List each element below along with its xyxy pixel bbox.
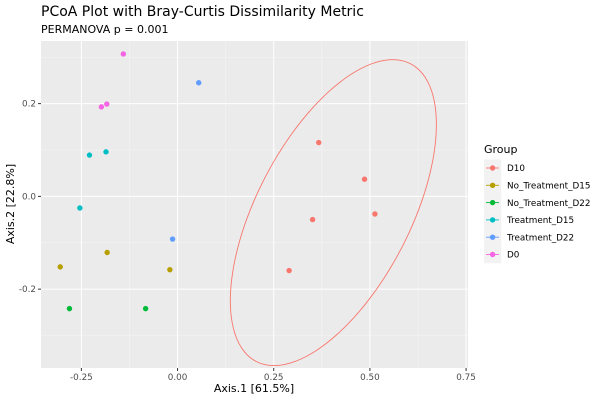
y-axis-label: Axis.2 [22.8%] xyxy=(4,164,17,244)
point-d0 xyxy=(104,101,110,107)
chart-subtitle: PERMANOVA p = 0.001 xyxy=(41,23,168,36)
grid-minor xyxy=(41,41,468,368)
y-tick-label: 0.0 xyxy=(22,192,36,202)
legend-point-d0 xyxy=(489,251,496,258)
point-d10 xyxy=(309,216,316,223)
legend-point-no-treatment-d15 xyxy=(489,182,496,188)
point-d10 xyxy=(361,176,368,182)
x-tick-label: 0.25 xyxy=(264,373,284,383)
point-d0 xyxy=(98,104,105,110)
plot-panel xyxy=(41,41,468,368)
points-layer xyxy=(57,51,378,312)
point-treatment-d15 xyxy=(86,152,93,158)
grid-major xyxy=(41,41,468,368)
x-tick-label: -0.25 xyxy=(70,373,93,383)
x-axis-ticks: -0.25 0.00 0.25 0.50 0.75 xyxy=(70,368,476,383)
legend-label-treatment-d15: Treatment_D15 xyxy=(506,216,574,226)
legend-label-d0: D0 xyxy=(507,251,520,261)
point-no-treatment-d15 xyxy=(104,249,110,256)
point-no-treatment-d22 xyxy=(66,305,73,312)
ellipse-layer xyxy=(229,59,437,367)
point-treatment-d22 xyxy=(169,236,176,242)
x-tick-label: 0.00 xyxy=(168,373,188,383)
ellipse-d10 xyxy=(229,59,437,367)
legend-label-no-treatment-d22: No_Treatment_D22 xyxy=(507,199,591,209)
legend-label-treatment-d22: Treatment_D22 xyxy=(506,233,574,243)
x-tick-label: 0.75 xyxy=(456,373,476,383)
point-d0 xyxy=(120,51,127,57)
legend-point-no-treatment-d22 xyxy=(489,199,496,206)
chart-title: PCoA Plot with Bray-Curtis Dissimilarity… xyxy=(41,4,364,20)
legend-label-d10: D10 xyxy=(507,164,525,174)
legend-point-treatment-d15 xyxy=(489,217,496,223)
point-treatment-d15 xyxy=(103,149,109,155)
point-no-treatment-d15 xyxy=(57,264,63,270)
y-tick-label: -0.2 xyxy=(19,285,36,295)
point-no-treatment-d22 xyxy=(142,305,149,312)
x-tick-label: 0.50 xyxy=(360,373,380,383)
x-axis-label: Axis.1 [61.5%] xyxy=(214,382,294,395)
point-no-treatment-d15 xyxy=(167,266,173,273)
point-treatment-d15 xyxy=(77,205,83,211)
point-d10 xyxy=(372,211,378,217)
legend-point-d10 xyxy=(489,165,496,171)
point-d10 xyxy=(286,267,292,274)
y-axis-ticks: -0.2 0.0 0.2 xyxy=(19,100,41,295)
legend: Group D10 No_Treatment_D15 No_Treatment_D2… xyxy=(484,143,591,264)
point-d10 xyxy=(316,139,322,146)
y-tick-label: 0.2 xyxy=(22,100,36,110)
legend-title: Group xyxy=(484,143,518,156)
point-treatment-d22 xyxy=(196,80,202,86)
legend-point-treatment-d22 xyxy=(489,234,496,240)
legend-label-no-treatment-d15: No_Treatment_D15 xyxy=(507,182,591,192)
